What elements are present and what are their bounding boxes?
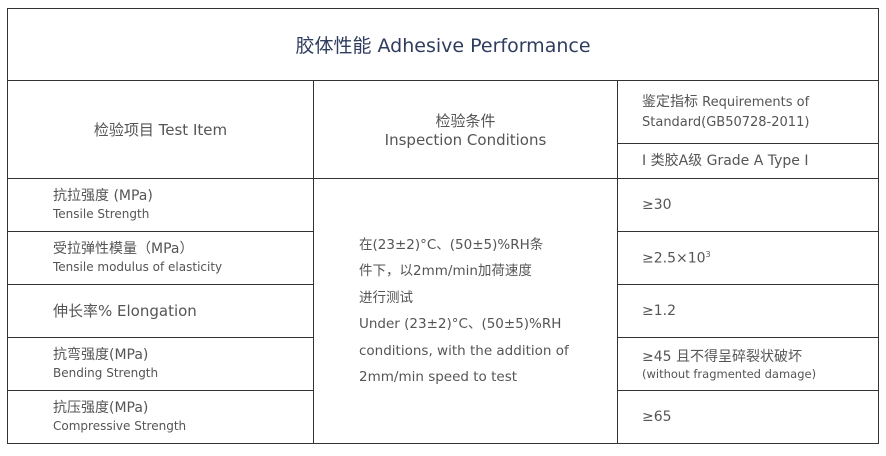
table-row-item: 受拉弹性模量（MPa） Tensile modulus of elasticit… <box>7 231 314 285</box>
requirement-value: ≥65 <box>617 390 879 444</box>
item-en: Tensile Strength <box>53 207 150 221</box>
item-en: Compressive Strength <box>53 419 187 433</box>
item-cn: 受拉弹性模量（MPa） <box>53 241 194 257</box>
condition-line: 件下，以2mm/min加荷速度 <box>359 263 532 279</box>
requirement-value: ≥45 且不得呈碎裂状破坏 (without fragmented damage… <box>617 337 879 391</box>
item-cn: 抗拉强度 (MPa) <box>53 188 153 204</box>
header-requirements: 鉴定指标 Requirements of Standard(GB50728-20… <box>617 80 879 144</box>
requirement-value: ≥30 <box>617 178 879 232</box>
header-conditions-en: Inspection Conditions <box>384 131 547 149</box>
value-note: (without fragmented damage) <box>642 367 817 381</box>
requirement-value: ≥2.5×103 <box>617 231 879 285</box>
value-text: ≥2.5×10 <box>642 250 706 267</box>
item-cn: 抗弯强度(MPa) <box>53 347 149 363</box>
condition-line: conditions, with the addition of <box>359 342 569 359</box>
table-row-item: 伸长率% Elongation <box>7 284 314 338</box>
header-grade: Ⅰ 类胶A级 Grade A Type I <box>617 143 879 179</box>
item-en: Tensile modulus of elasticity <box>53 260 223 274</box>
table-row-item: 抗弯强度(MPa) Bending Strength <box>7 337 314 391</box>
header-test-item: 检验项目 Test Item <box>7 80 314 179</box>
requirements-standard: Standard(GB50728-2011) <box>642 114 810 130</box>
item-cn: 抗压强度(MPa) <box>53 400 149 416</box>
table-row-item: 抗拉强度 (MPa) Tensile Strength <box>7 178 314 232</box>
value-text: ≥45 且不得呈碎裂状破坏 <box>642 349 802 365</box>
value-exponent: 3 <box>705 249 711 259</box>
table-title: 胶体性能 Adhesive Performance <box>7 8 879 81</box>
requirements-cn: 鉴定指标 <box>642 93 698 110</box>
condition-line: Under (23±2)°C、(50±5)%RH <box>359 316 562 332</box>
inspection-conditions: 在(23±2)°C、(50±5)%RH条 件下，以2mm/min加荷速度 进行测… <box>313 178 618 444</box>
item-en: Bending Strength <box>53 366 159 380</box>
requirement-value: ≥1.2 <box>617 284 879 338</box>
condition-line: 在(23±2)°C、(50±5)%RH条 <box>359 236 544 253</box>
item-cn: 伸长率% Elongation <box>53 301 197 320</box>
table-row-item: 抗压强度(MPa) Compressive Strength <box>7 390 314 444</box>
condition-line: 进行测试 <box>359 289 413 306</box>
header-conditions-cn: 检验条件 <box>435 112 496 130</box>
header-inspection-conditions: 检验条件 Inspection Conditions <box>313 80 618 179</box>
adhesive-performance-table: 胶体性能 Adhesive Performance 检验项目 Test Item… <box>7 8 879 444</box>
condition-line: 2mm/min speed to test <box>359 369 518 385</box>
requirements-en: Requirements of <box>698 94 810 110</box>
